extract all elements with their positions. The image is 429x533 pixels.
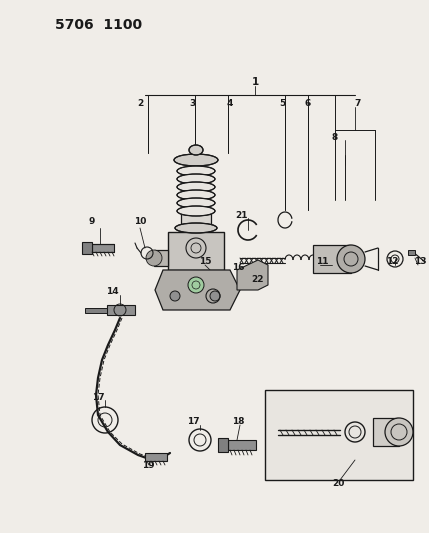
Text: 21: 21 [236, 211, 248, 220]
Bar [82, 242, 92, 254]
Text: 7: 7 [355, 100, 361, 109]
Circle shape [385, 418, 413, 446]
Text: 18: 18 [232, 417, 244, 426]
Text: 17: 17 [92, 392, 104, 401]
Bar [265, 390, 413, 480]
Bar [85, 308, 107, 313]
Text: 3: 3 [190, 100, 196, 109]
Ellipse shape [174, 154, 218, 166]
Ellipse shape [177, 206, 215, 216]
Text: 12: 12 [386, 257, 398, 266]
Circle shape [146, 250, 162, 266]
Text: 16: 16 [232, 263, 244, 272]
Ellipse shape [177, 190, 215, 200]
Text: 5706  1100: 5706 1100 [55, 18, 142, 32]
Bar [168, 232, 224, 270]
Circle shape [188, 277, 204, 293]
Bar [154, 250, 168, 266]
Bar [145, 453, 167, 461]
Polygon shape [155, 270, 240, 310]
Ellipse shape [177, 198, 215, 208]
Bar [228, 440, 256, 450]
Bar [92, 244, 114, 252]
Text: 11: 11 [316, 257, 328, 266]
Ellipse shape [177, 182, 215, 192]
Ellipse shape [175, 223, 217, 233]
Text: 17: 17 [187, 417, 199, 426]
Text: 5: 5 [279, 100, 285, 109]
Text: 13: 13 [414, 257, 426, 266]
Ellipse shape [177, 174, 215, 184]
Circle shape [210, 291, 220, 301]
Text: 15: 15 [199, 257, 211, 266]
Text: 9: 9 [89, 217, 95, 227]
Bar [181, 214, 211, 228]
Ellipse shape [189, 145, 203, 155]
Bar [313, 245, 351, 273]
Text: 19: 19 [142, 461, 154, 470]
Text: 6: 6 [305, 100, 311, 109]
Text: 22: 22 [252, 276, 264, 285]
Circle shape [337, 245, 365, 273]
Bar [373, 418, 399, 446]
Text: 14: 14 [106, 287, 118, 296]
Bar [107, 305, 135, 315]
Ellipse shape [177, 166, 215, 176]
Text: 4: 4 [227, 100, 233, 109]
Bar [218, 438, 228, 452]
Bar [408, 250, 415, 255]
Text: 1: 1 [251, 77, 259, 87]
Circle shape [170, 291, 180, 301]
Text: 2: 2 [137, 100, 143, 109]
Text: 10: 10 [134, 217, 146, 227]
Text: 8: 8 [332, 133, 338, 142]
Text: 20: 20 [332, 479, 344, 488]
Polygon shape [237, 260, 268, 290]
